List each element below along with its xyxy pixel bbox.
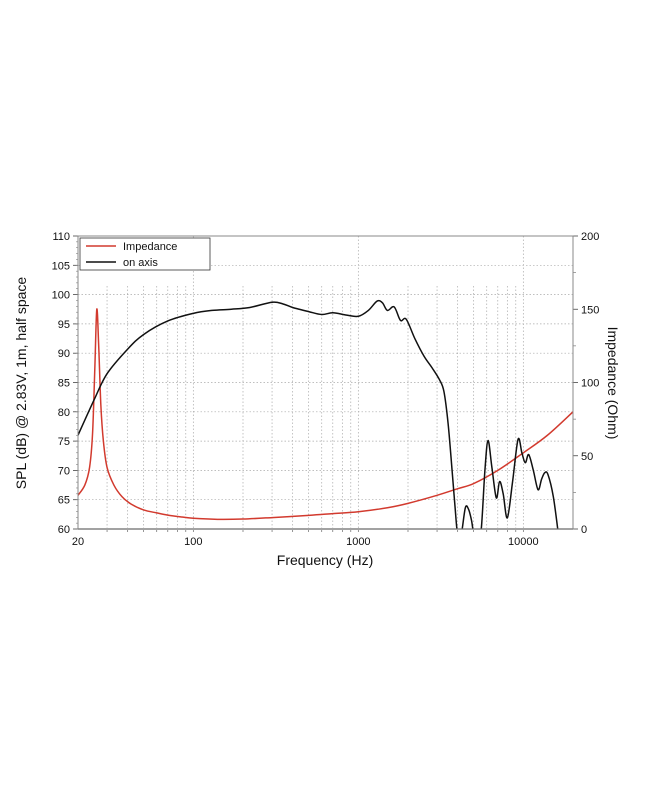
- series-line-impedance: [78, 308, 573, 521]
- series-lines: [78, 299, 573, 529]
- y2-tick-label: 150: [581, 304, 599, 316]
- y-tick-label: 90: [58, 348, 70, 360]
- y-axis-label: SPL (dB) @ 2.83V, 1m, half space: [13, 277, 29, 490]
- y2-tick-label: 200: [581, 231, 599, 243]
- y-tick-label: 60: [58, 524, 70, 536]
- y-tick-label: 65: [58, 495, 70, 507]
- y-tick-label: 100: [52, 290, 70, 302]
- x-tick-label: 10000: [508, 536, 539, 548]
- legend-label-impedance: Impedance: [123, 241, 177, 253]
- x-tick-label: 100: [184, 536, 202, 548]
- plot-frame: [77, 235, 574, 530]
- y-tick-label: 85: [58, 378, 70, 390]
- y2-tick-label: 100: [581, 378, 599, 390]
- y-tick-label: 70: [58, 465, 70, 477]
- y-tick-label: 110: [52, 231, 70, 243]
- y-tick-label: 80: [58, 407, 70, 419]
- x-tick-label: 20: [72, 536, 84, 548]
- x-axis-label: Frequency (Hz): [277, 552, 373, 568]
- axis-ticks: 60 65 70 75 80 85 90 95 100 105 110 0 50 100 150 200 20 1…: [52, 231, 600, 548]
- y-tick-label: 75: [58, 436, 70, 448]
- legend: Impedance on axis: [79, 237, 211, 271]
- x-tick-label: 1000: [346, 536, 370, 548]
- y2-tick-label: 50: [581, 451, 593, 463]
- y-tick-label: 95: [58, 319, 70, 331]
- series-line-on-axis: [78, 299, 559, 529]
- legend-label-on-axis: on axis: [123, 257, 158, 269]
- legend-box: [79, 237, 211, 271]
- y-tick-label: 105: [52, 260, 70, 272]
- y2-axis-label: Impedance (Ohm): [605, 327, 621, 440]
- y2-tick-label: 0: [581, 524, 587, 536]
